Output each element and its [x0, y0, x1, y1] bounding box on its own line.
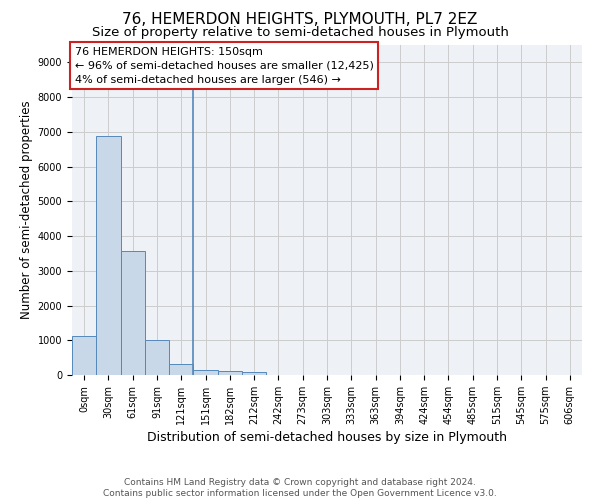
Text: 76, HEMERDON HEIGHTS, PLYMOUTH, PL7 2EZ: 76, HEMERDON HEIGHTS, PLYMOUTH, PL7 2EZ — [122, 12, 478, 28]
Bar — [169, 364, 193, 375]
X-axis label: Distribution of semi-detached houses by size in Plymouth: Distribution of semi-detached houses by … — [147, 431, 507, 444]
Bar — [193, 370, 218, 375]
Bar — [145, 340, 169, 375]
Text: Size of property relative to semi-detached houses in Plymouth: Size of property relative to semi-detach… — [92, 26, 508, 39]
Bar — [72, 336, 96, 375]
Bar — [96, 136, 121, 375]
Text: 76 HEMERDON HEIGHTS: 150sqm
← 96% of semi-detached houses are smaller (12,425)
4: 76 HEMERDON HEIGHTS: 150sqm ← 96% of sem… — [74, 46, 373, 84]
Y-axis label: Number of semi-detached properties: Number of semi-detached properties — [20, 100, 34, 320]
Bar — [242, 372, 266, 375]
Bar — [218, 371, 242, 375]
Bar — [121, 252, 145, 375]
Text: Contains HM Land Registry data © Crown copyright and database right 2024.
Contai: Contains HM Land Registry data © Crown c… — [103, 478, 497, 498]
